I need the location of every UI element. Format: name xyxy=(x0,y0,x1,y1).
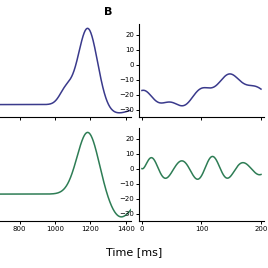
Text: Time [ms]: Time [ms] xyxy=(106,247,162,257)
Text: B: B xyxy=(104,7,112,17)
